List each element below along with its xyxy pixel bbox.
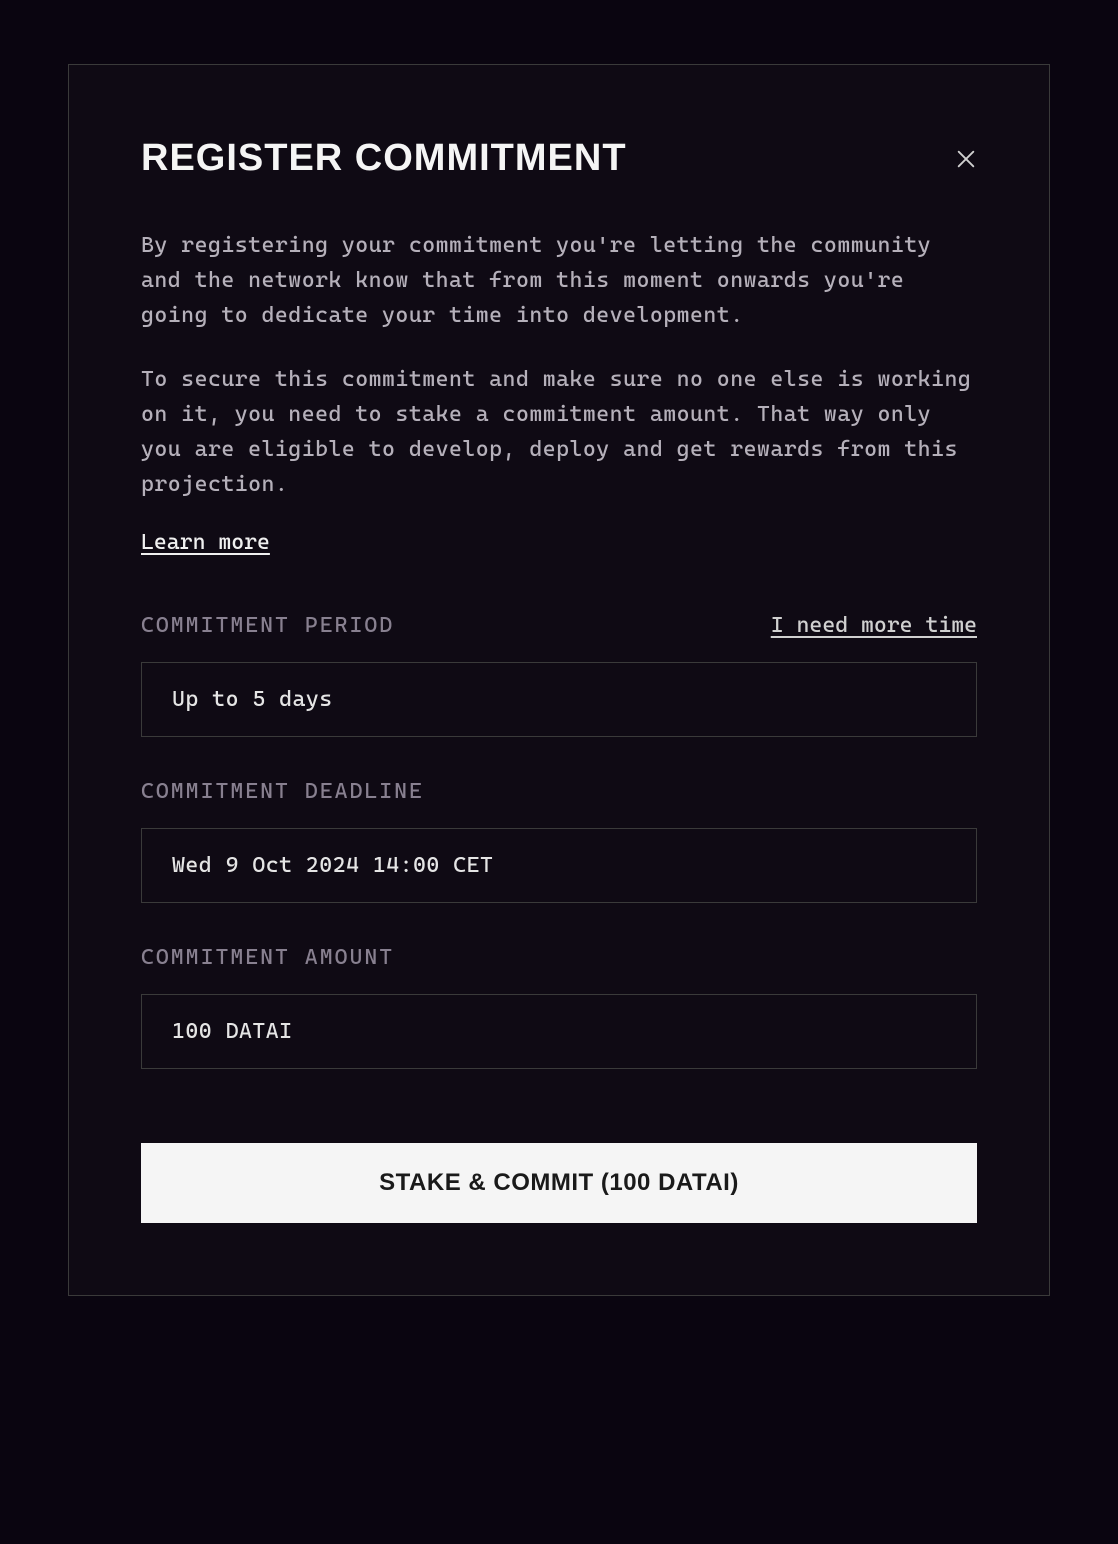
description-paragraph-2: To secure this commitment and make sure … bbox=[141, 362, 977, 503]
modal-title: REGISTER COMMITMENT bbox=[141, 137, 627, 180]
commitment-period-input[interactable]: Up to 5 days bbox=[141, 662, 977, 737]
commitment-period-field: COMMITMENT PERIOD I need more time Up to… bbox=[141, 613, 977, 737]
commitment-amount-input[interactable]: 100 DATAI bbox=[141, 994, 977, 1069]
learn-more-link[interactable]: Learn more bbox=[141, 530, 270, 555]
commitment-deadline-label: COMMITMENT DEADLINE bbox=[141, 779, 424, 804]
commitment-period-label: COMMITMENT PERIOD bbox=[141, 613, 394, 638]
field-header: COMMITMENT DEADLINE bbox=[141, 779, 977, 804]
commitment-amount-field: COMMITMENT AMOUNT 100 DATAI bbox=[141, 945, 977, 1069]
need-more-time-link[interactable]: I need more time bbox=[771, 613, 977, 638]
register-commitment-modal: REGISTER COMMITMENT By registering your … bbox=[68, 64, 1050, 1296]
field-header: COMMITMENT AMOUNT bbox=[141, 945, 977, 970]
commitment-deadline-input[interactable]: Wed 9 Oct 2024 14:00 CET bbox=[141, 828, 977, 903]
stake-commit-button[interactable]: STAKE & COMMIT (100 DATAI) bbox=[141, 1143, 977, 1223]
close-icon[interactable] bbox=[955, 148, 977, 170]
commitment-deadline-field: COMMITMENT DEADLINE Wed 9 Oct 2024 14:00… bbox=[141, 779, 977, 903]
field-header: COMMITMENT PERIOD I need more time bbox=[141, 613, 977, 638]
description-paragraph-1: By registering your commitment you're le… bbox=[141, 228, 977, 334]
modal-header: REGISTER COMMITMENT bbox=[141, 137, 977, 180]
commitment-amount-label: COMMITMENT AMOUNT bbox=[141, 945, 394, 970]
